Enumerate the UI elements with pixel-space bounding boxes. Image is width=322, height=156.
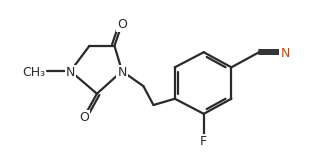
Text: O: O — [117, 18, 127, 31]
Text: O: O — [80, 111, 89, 124]
Text: N: N — [66, 66, 75, 79]
Text: N: N — [280, 47, 290, 60]
Text: N: N — [117, 66, 127, 79]
Text: F: F — [200, 135, 207, 148]
Text: CH₃: CH₃ — [22, 66, 45, 79]
